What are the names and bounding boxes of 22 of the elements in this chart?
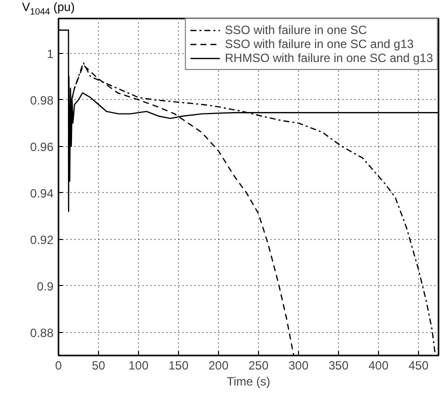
x-tick-label: 150 bbox=[168, 358, 189, 372]
x-tick-label: 0 bbox=[55, 358, 62, 372]
y-tick-label: 0.94 bbox=[30, 186, 54, 200]
x-tick-label: 100 bbox=[128, 358, 149, 372]
y-tick-label: 0.88 bbox=[30, 326, 54, 340]
y-tick-label: 0.9 bbox=[36, 279, 54, 294]
x-tick-label: 200 bbox=[208, 358, 229, 372]
y-axis-title: V$_{1044}$ (pu) bbox=[22, 0, 75, 18]
y-tick-label: 1 bbox=[46, 46, 54, 61]
x-tick-label: 350 bbox=[328, 358, 349, 372]
legend-label: RHMSO with failure in one SC and g13 bbox=[224, 51, 433, 65]
x-tick-label: 250 bbox=[248, 358, 269, 372]
x-tick-label: 300 bbox=[288, 358, 309, 372]
x-tick-label: 450 bbox=[408, 358, 429, 372]
y-tick-label: 0.92 bbox=[30, 232, 54, 247]
x-tick-label: 400 bbox=[368, 358, 389, 372]
x-tick-label: 50 bbox=[92, 358, 106, 372]
y-tick-label: 0.98 bbox=[30, 93, 54, 108]
y-tick-label: 0.96 bbox=[30, 140, 54, 154]
legend-label: SSO with failure in one SC bbox=[224, 23, 367, 37]
legend-label: SSO with failure in one SC and g13 bbox=[224, 37, 414, 51]
x-axis-title: Time (s) bbox=[226, 374, 270, 388]
